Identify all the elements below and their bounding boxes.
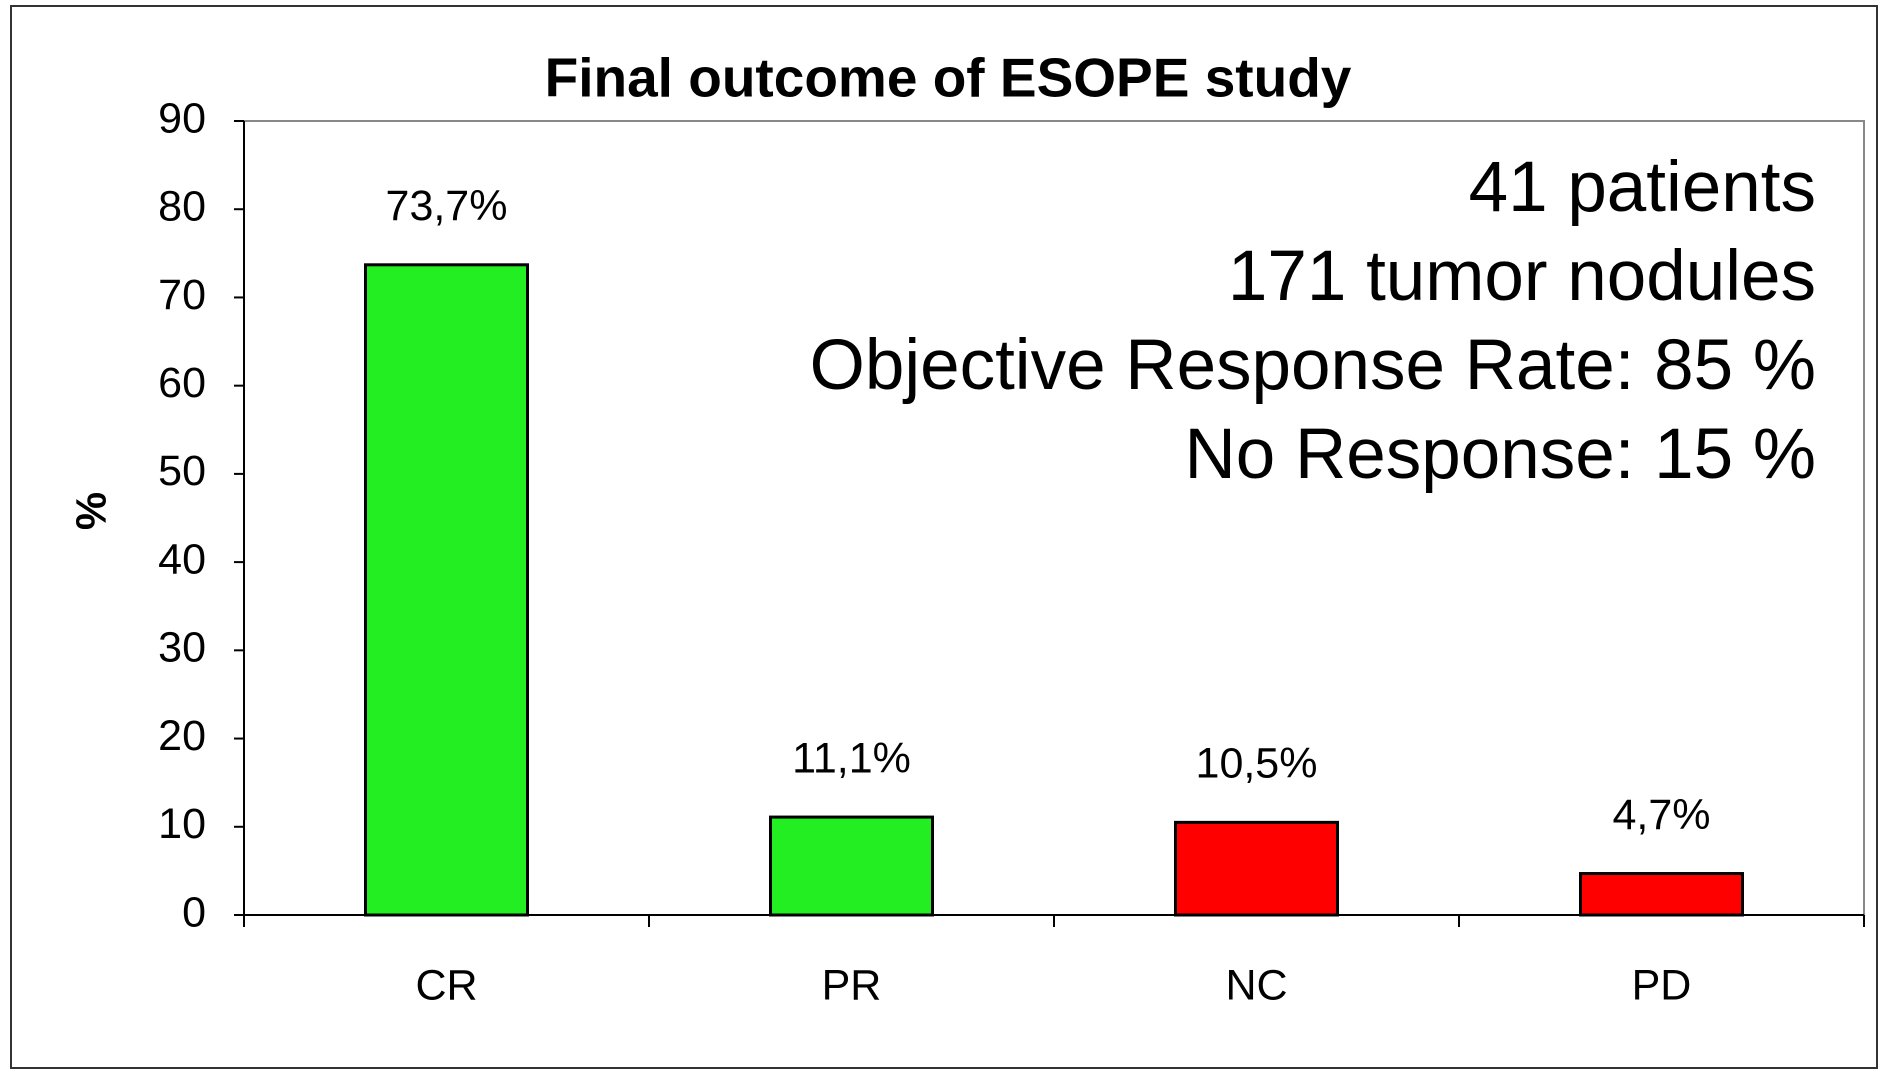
y-tick-label: 30 [158, 624, 206, 672]
bar [769, 815, 934, 917]
value-label: 10,5% [1196, 740, 1318, 788]
annotation: 171 tumor nodules [1228, 237, 1816, 316]
y-tick-label: 50 [158, 447, 206, 495]
y-tick-label: 0 [182, 888, 206, 936]
y-tick-label: 80 [158, 183, 206, 231]
bar [1579, 872, 1744, 917]
annotation: Objective Response Rate: 85 % [810, 326, 1816, 405]
value-label: 73,7% [386, 182, 508, 230]
bar [364, 263, 529, 917]
chart-title: Final outcome of ESOPE study [545, 47, 1352, 109]
x-tick-label: PR [822, 961, 882, 1009]
y-tick-label: 70 [158, 271, 206, 319]
bar [1174, 820, 1339, 917]
y-tick-label: 10 [158, 800, 206, 848]
y-tick-label: 40 [158, 535, 206, 583]
annotation: 41 patients [1469, 148, 1816, 227]
chart-border [10, 5, 1878, 1069]
x-tick-label: NC [1225, 961, 1287, 1009]
x-tick-label: CR [415, 961, 477, 1009]
annotation: No Response: 15 % [1185, 415, 1816, 494]
x-tick-label: PD [1632, 961, 1692, 1009]
value-label: 11,1% [792, 734, 911, 782]
y-tick-label: 90 [158, 94, 206, 142]
y-axis-label: % [67, 492, 115, 530]
y-tick-label: 60 [158, 359, 206, 407]
y-tick-label: 20 [158, 712, 206, 760]
value-label: 4,7% [1612, 791, 1710, 839]
